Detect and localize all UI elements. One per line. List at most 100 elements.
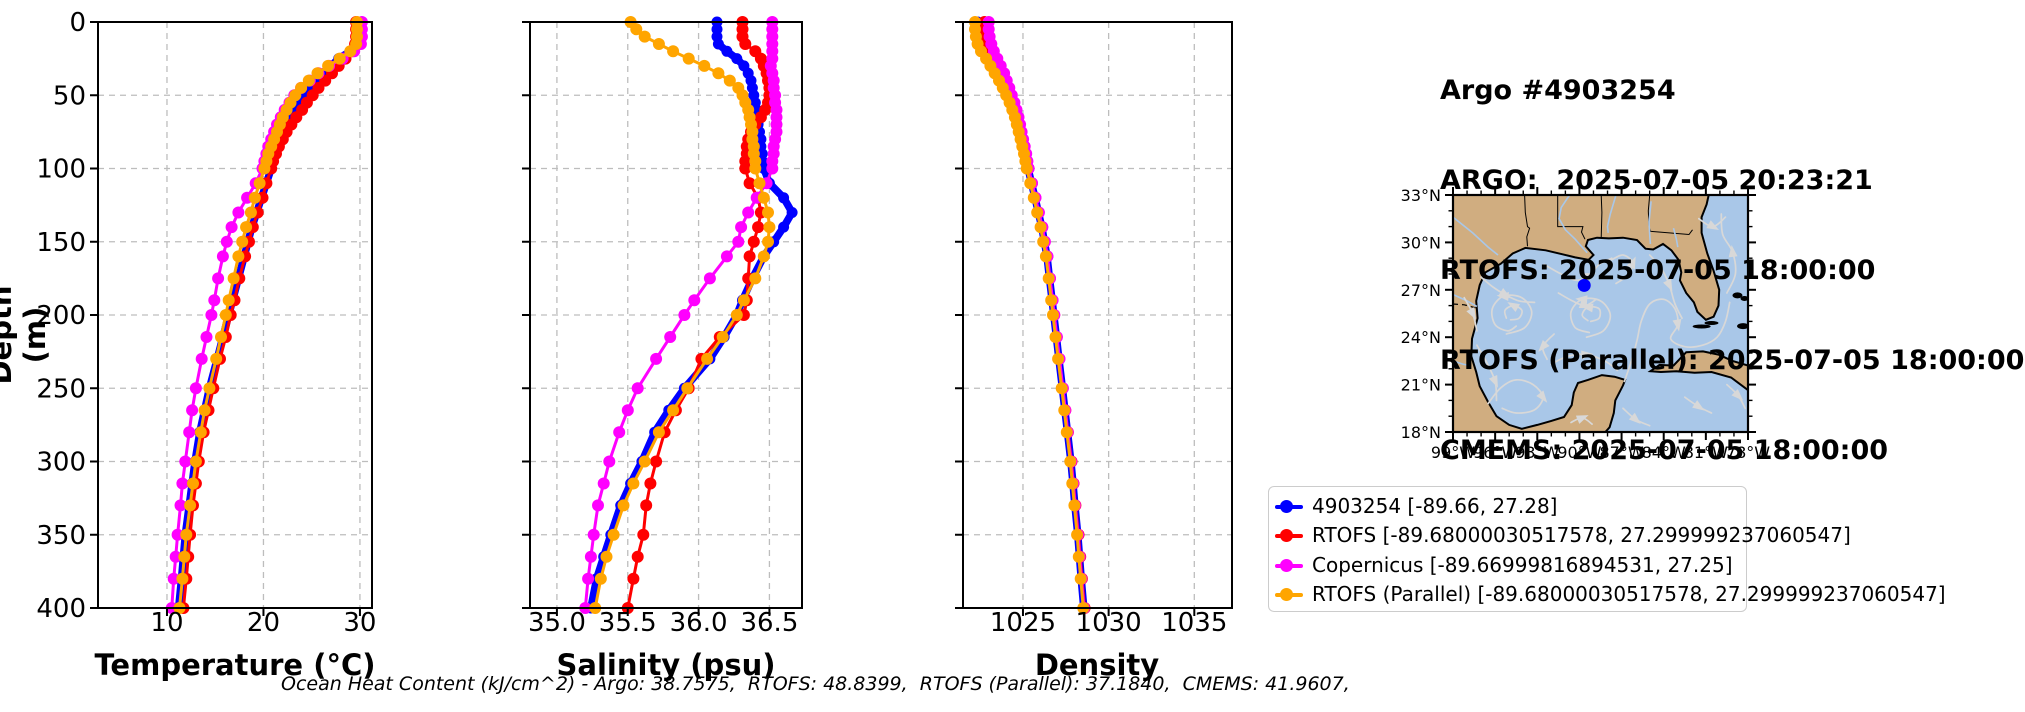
data-point-rtofs_parallel bbox=[667, 404, 680, 417]
map-streamline bbox=[1569, 297, 1612, 339]
map-lon-label: 99°W bbox=[1431, 443, 1475, 462]
data-point-argo bbox=[778, 221, 790, 233]
map-island bbox=[1692, 324, 1711, 329]
data-point-rtofs_parallel bbox=[333, 52, 346, 65]
map-state-border bbox=[1600, 195, 1603, 239]
map-gulf-of-mexico: 33°N 30°N 27°N 24°N 21°N 18°N99°W96°W93°W90°W… bbox=[1401, 186, 1771, 462]
map-lon-label: 90°W bbox=[1557, 443, 1601, 462]
map-streamline bbox=[1581, 305, 1602, 323]
map-lon-label: 96°W bbox=[1473, 443, 1517, 462]
data-point-rtofs_parallel bbox=[215, 331, 227, 343]
legend-label: RTOFS [-89.68000030517578, 27.2999992370… bbox=[1312, 523, 1851, 548]
legend: 4903254 [-89.66, 27.28] RTOFS [-89.68000… bbox=[1268, 486, 1946, 612]
legend-item-rtofs-parallel: RTOFS (Parallel) [-89.68000030517578, 27… bbox=[1269, 581, 1946, 610]
data-point-rtofs_parallel bbox=[594, 572, 607, 585]
data-point-rtofs_parallel bbox=[344, 45, 357, 58]
data-point-copernicus bbox=[171, 528, 184, 541]
map-flow-arrow-icon bbox=[1731, 388, 1744, 401]
map-flow-arrow-icon bbox=[1581, 350, 1594, 360]
data-point-rtofs bbox=[637, 528, 650, 541]
data-point-rtofs_parallel bbox=[1058, 404, 1071, 417]
data-point-rtofs_parallel bbox=[762, 235, 774, 248]
data-point-rtofs_parallel bbox=[667, 45, 680, 58]
data-point-copernicus bbox=[205, 309, 218, 321]
map-flow-arrow-icon bbox=[1507, 302, 1520, 312]
map-streamline bbox=[1476, 344, 1498, 402]
data-point-rtofs_parallel bbox=[607, 528, 620, 541]
data-point-rtofs_parallel bbox=[630, 23, 643, 36]
y-tick-label: 250 bbox=[36, 374, 86, 404]
data-point-rtofs_parallel bbox=[180, 528, 193, 541]
x-tick-label: 1025 bbox=[990, 608, 1056, 638]
map-float-position-marker bbox=[1577, 278, 1591, 292]
data-point-rtofs bbox=[631, 550, 644, 563]
data-point-rtofs_parallel bbox=[1066, 477, 1079, 490]
legend-item-rtofs: RTOFS [-89.68000030517578, 27.2999992370… bbox=[1269, 522, 1851, 551]
ylabel-depth: Depth (m) bbox=[0, 285, 52, 385]
data-point-rtofs_parallel bbox=[189, 455, 202, 468]
data-point-copernicus bbox=[200, 331, 213, 343]
data-point-copernicus bbox=[732, 235, 745, 248]
data-point-rtofs_parallel bbox=[757, 250, 770, 263]
map-lat-label: 27°N bbox=[1401, 281, 1441, 300]
data-point-rtofs_parallel bbox=[240, 221, 253, 234]
ocean-heat-content-annotation: Ocean Heat Content (kJ/cm^2) - Argo: 38.… bbox=[281, 673, 1350, 695]
map-flow-arrow-icon bbox=[1672, 318, 1682, 332]
data-point-rtofs_parallel bbox=[638, 30, 651, 43]
map-streamline bbox=[1623, 298, 1731, 383]
map-flow-arrow-icon bbox=[1496, 292, 1509, 302]
map-lat-label: 24°N bbox=[1401, 328, 1441, 347]
data-point-copernicus bbox=[208, 294, 221, 307]
data-point-rtofs_parallel bbox=[698, 59, 711, 72]
y-tick-label: 300 bbox=[36, 448, 86, 478]
data-point-rtofs_parallel bbox=[723, 74, 736, 87]
map-state-border bbox=[1524, 195, 1531, 247]
data-point-rtofs_parallel bbox=[681, 382, 694, 395]
x-tick-label: 36.5 bbox=[740, 608, 798, 638]
data-point-copernicus bbox=[621, 404, 634, 417]
data-point-rtofs bbox=[739, 38, 752, 50]
data-point-copernicus bbox=[212, 272, 225, 285]
data-point-rtofs_parallel bbox=[227, 272, 240, 285]
data-point-argo bbox=[731, 53, 743, 65]
circle-marker-icon bbox=[1280, 529, 1293, 542]
data-point-copernicus bbox=[597, 477, 610, 490]
map-flow-arrow-icon bbox=[1466, 306, 1476, 320]
map-river bbox=[1606, 195, 1617, 233]
data-point-rtofs bbox=[640, 499, 653, 512]
map-flow-arrow-icon bbox=[1575, 415, 1589, 424]
map-streamline bbox=[1487, 378, 1544, 414]
map-lat-label: 21°N bbox=[1401, 376, 1441, 395]
map-frame bbox=[1451, 193, 1750, 434]
data-point-rtofs bbox=[743, 250, 756, 263]
map-island bbox=[1704, 320, 1719, 325]
header-block: Argo #4903254 ARGO: 2025-07-05 20:23:21 … bbox=[1440, 16, 2024, 526]
map-river bbox=[1453, 216, 1499, 256]
data-point-rtofs_parallel bbox=[219, 309, 232, 321]
data-point-rtofs_parallel bbox=[1027, 191, 1040, 204]
data-point-copernicus bbox=[169, 550, 182, 563]
data-point-copernicus bbox=[720, 250, 733, 263]
data-point-rtofs_parallel bbox=[1031, 206, 1044, 219]
data-point-argo bbox=[778, 192, 790, 204]
data-point-rtofs_parallel bbox=[763, 221, 776, 234]
map-river bbox=[1648, 201, 1652, 245]
circle-marker-icon bbox=[1280, 588, 1293, 601]
x-tick-label: 20 bbox=[247, 608, 280, 638]
legend-label: RTOFS (Parallel) [-89.68000030517578, 27… bbox=[1312, 582, 1946, 607]
map-flow-arrow-icon bbox=[1706, 220, 1719, 231]
legend-item-argo: 4903254 [-89.66, 27.28] bbox=[1269, 492, 1746, 521]
data-point-copernicus bbox=[189, 382, 202, 395]
data-point-rtofs_parallel bbox=[178, 550, 191, 563]
data-point-rtofs_parallel bbox=[1072, 550, 1085, 563]
x-tick-label: 10 bbox=[150, 608, 183, 638]
data-point-rtofs_parallel bbox=[716, 331, 729, 343]
data-point-rtofs_parallel bbox=[1039, 250, 1052, 263]
data-point-copernicus bbox=[592, 499, 604, 512]
data-point-rtofs bbox=[644, 477, 657, 490]
data-point-rtofs_parallel bbox=[701, 352, 714, 365]
data-point-rtofs bbox=[650, 455, 663, 468]
data-point-rtofs_parallel bbox=[176, 572, 189, 585]
